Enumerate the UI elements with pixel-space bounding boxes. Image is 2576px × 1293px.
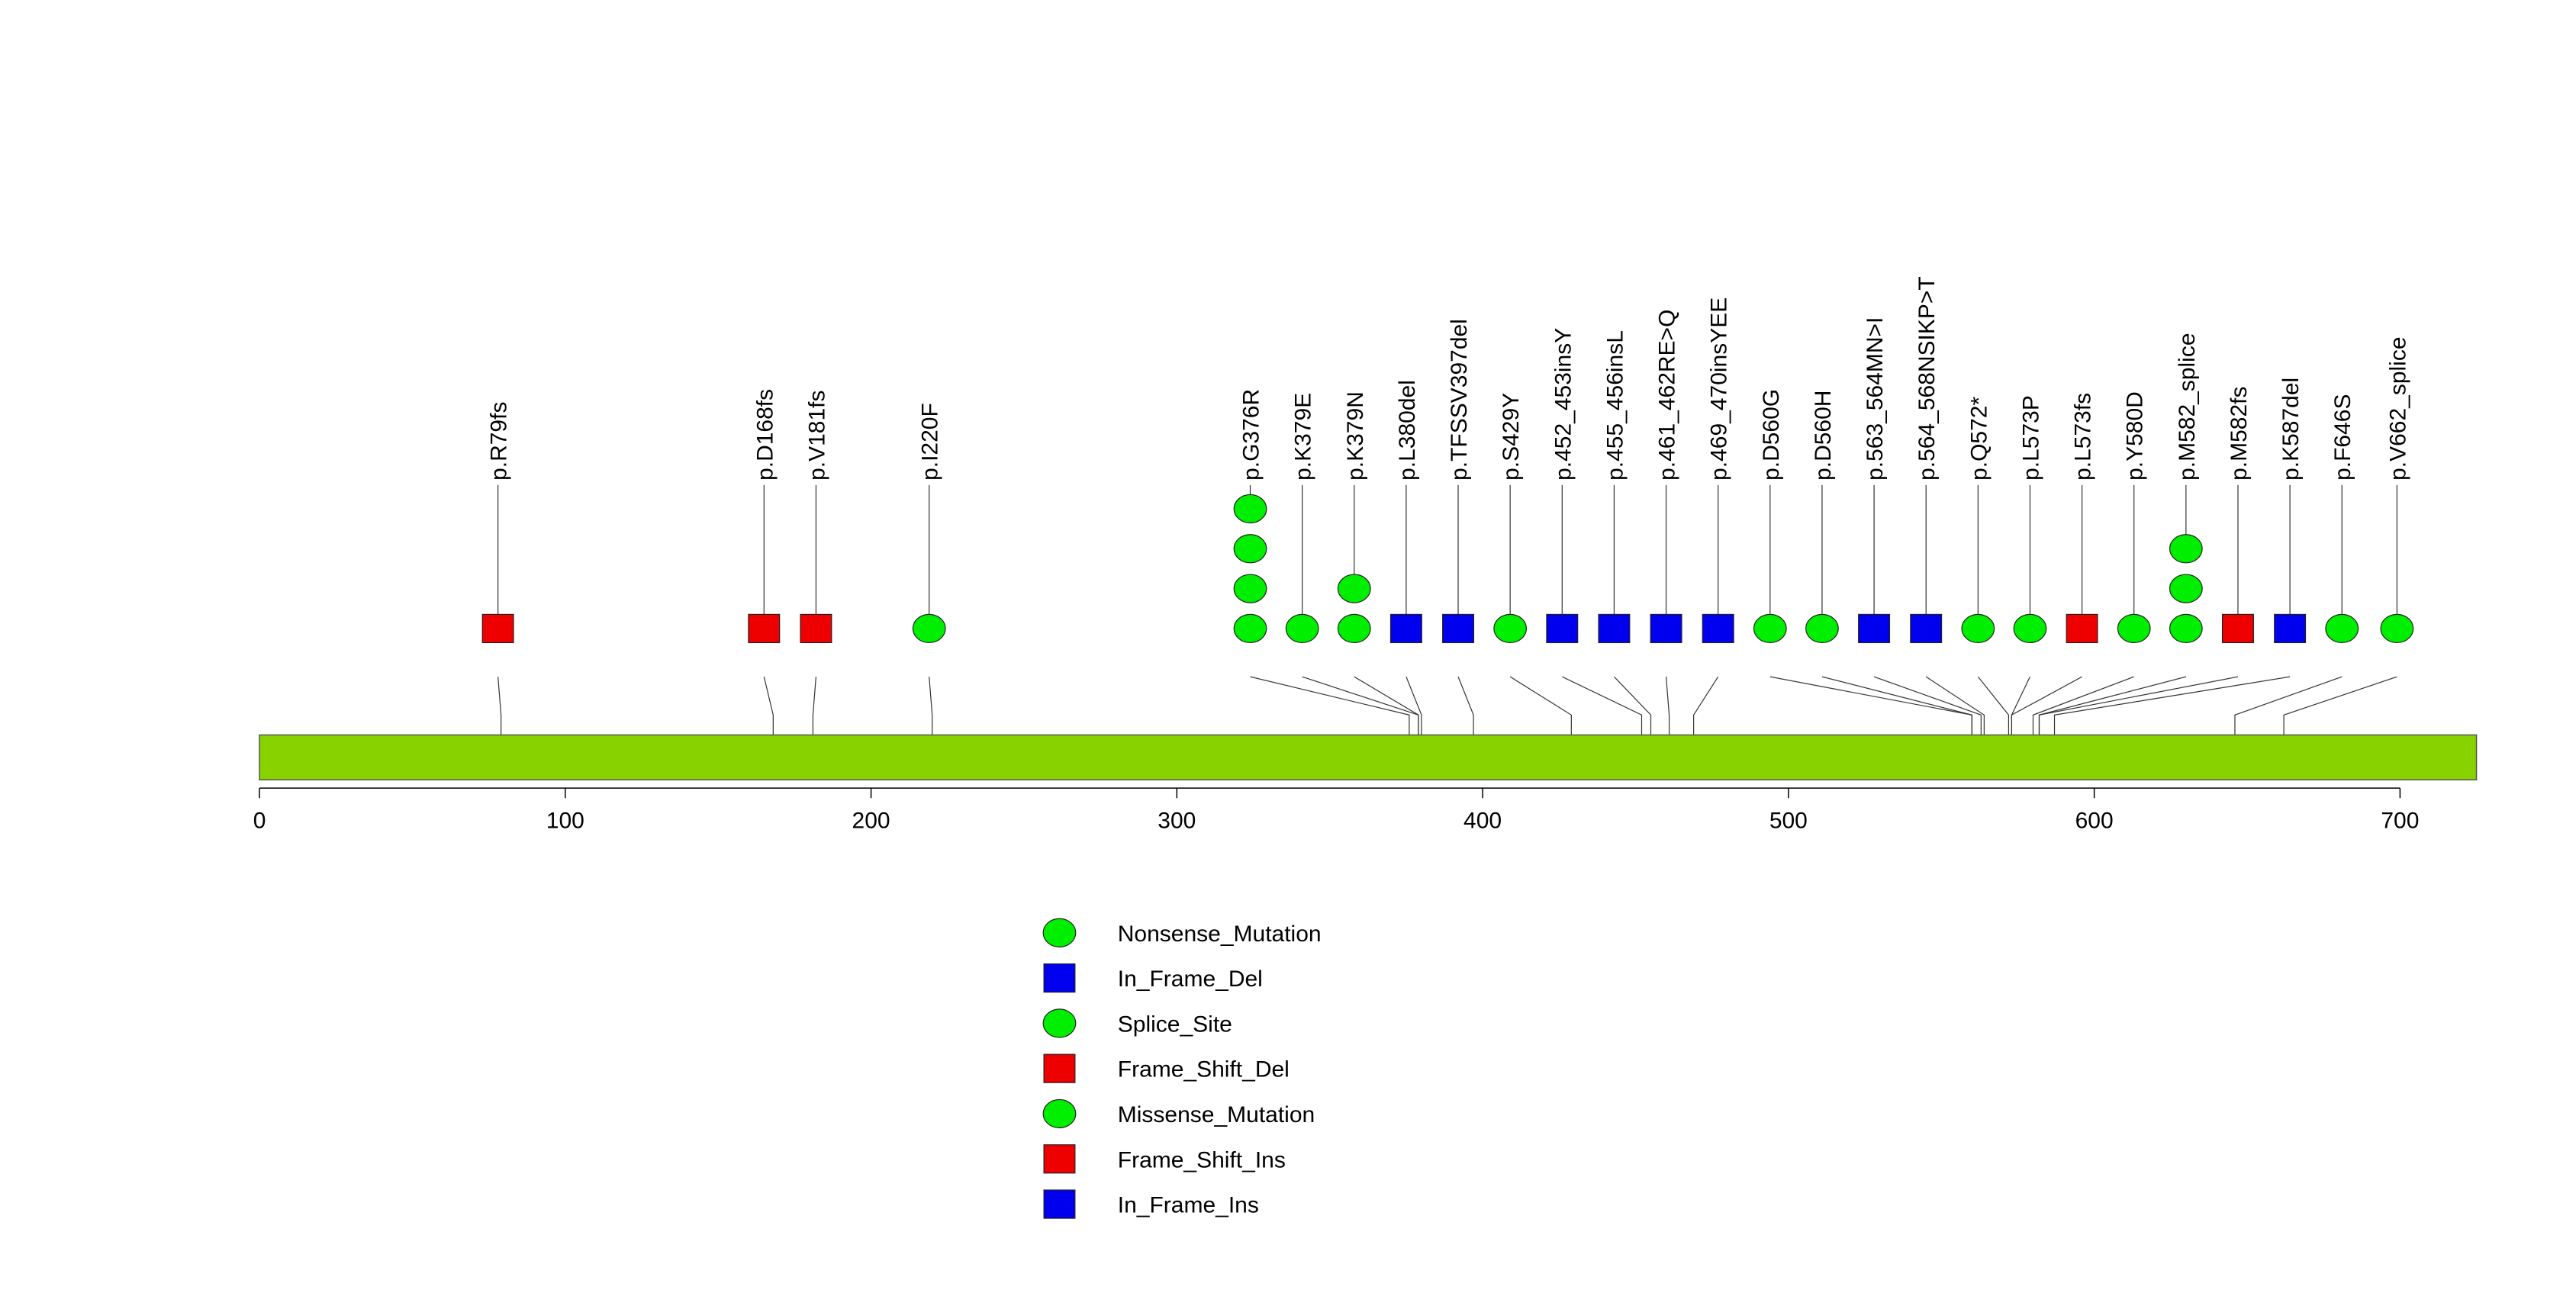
legend-symbol [1043, 1189, 1076, 1219]
axis-tick-label: 200 [852, 808, 890, 833]
axis-tick-label: 600 [2075, 808, 2114, 833]
legend-label: Frame_Shift_Del [1118, 1057, 1290, 1082]
legend-symbol [1043, 963, 1076, 993]
mutation-marker [2066, 613, 2098, 644]
legend: Nonsense_Mutation In_Frame_Del Splice_Site… [1042, 918, 1322, 1219]
mutation-marker [2169, 574, 2203, 603]
mutation-marker [1961, 613, 1995, 644]
mutation-label: p.461_462RE>Q [1655, 310, 1680, 481]
mutation-label: p.K587del [2278, 378, 2304, 481]
mutation-label: p.Y580D [2123, 391, 2148, 481]
mutation-marker [1702, 613, 1734, 644]
mutation-marker [2380, 613, 2414, 644]
mutation-marker [1858, 613, 1891, 644]
mutation-marker [2325, 613, 2359, 644]
mutation-marker [481, 613, 514, 644]
legend-label: Missense_Mutation [1118, 1102, 1315, 1127]
mutation-marker [1337, 574, 1371, 603]
mutation-label: p.TFSSV397del [1447, 319, 1472, 481]
legend-label: Splice_Site [1118, 1012, 1232, 1037]
mutation-marker [2117, 613, 2151, 644]
legend-symbol [1042, 1098, 1077, 1129]
x-axis: 0 100 200 300 400 500 600 700 [253, 787, 2419, 833]
mutation-label: p.D560H [1811, 391, 1836, 481]
mutation-label: p.L573fs [2071, 393, 2096, 481]
mutation-marker [2013, 613, 2047, 644]
mutation-marker [1805, 613, 1839, 644]
protein-track [259, 734, 2478, 781]
legend-label: Frame_Shift_Ins [1118, 1147, 1286, 1172]
mutation-label: p.D168fs [752, 389, 778, 481]
axis-tick-label: 300 [1158, 808, 1196, 833]
legend-symbol [1042, 918, 1077, 947]
mutation-marker [1233, 534, 1267, 564]
mutation-marker [1442, 613, 1475, 644]
mutation-marker [1910, 613, 1943, 644]
mutation-marker [1233, 613, 1267, 644]
axis-tick-label: 100 [546, 808, 584, 833]
mutation-label: p.G376R [1239, 389, 1264, 481]
mutation-marker [1233, 574, 1267, 603]
mutation-label: p.I220F [918, 403, 943, 481]
legend-label: Nonsense_Mutation [1118, 922, 1322, 947]
legend-symbol [1043, 1053, 1076, 1083]
mutation-marker [1493, 613, 1528, 644]
mutation-label: p.F646S [2330, 394, 2355, 481]
mutation-label: p.S429Y [1499, 393, 1524, 481]
mutation-label: p.M582_splice [2175, 333, 2200, 480]
mutation-label: p.452_453insY [1550, 328, 1576, 481]
mutation-marker [1337, 613, 1371, 644]
protein-bar [259, 734, 2478, 781]
mutation-marker [1285, 613, 1319, 644]
mutation-marker [2221, 613, 2254, 644]
mutation-marker [1598, 613, 1631, 644]
mutation-label: p.V181fs [804, 391, 829, 481]
mutation-marker [1546, 613, 1579, 644]
mutation-marker [1233, 494, 1267, 524]
mutation-labels: p.R79fs p.D168fs p.V181fs p.I220F p.G376R p.K… [487, 276, 2411, 481]
mutation-label: p.D560G [1759, 389, 1784, 481]
mutation-marker [800, 613, 832, 644]
axis-tick-label: 500 [1769, 808, 1808, 833]
mutation-marker [1753, 613, 1787, 644]
mutation-marker [912, 613, 946, 644]
mutation-label: p.L573P [2018, 395, 2043, 481]
mutation-marker [2274, 613, 2307, 644]
axis-tick-label: 0 [253, 808, 266, 833]
legend-symbol [1043, 1144, 1076, 1174]
mutation-label: p.L380del [1395, 380, 1420, 481]
mutation-label: p.Q572* [1966, 397, 1992, 481]
mutation-marker [748, 613, 781, 644]
mutation-label: p.K379E [1291, 393, 1316, 481]
axis-tick-label: 400 [1463, 808, 1502, 833]
mutation-label: p.563_564MN>I [1863, 317, 1888, 481]
mutation-label: p.564_568NSIKP>T [1914, 276, 1940, 481]
mutation-markers [481, 494, 2414, 644]
mutation-label: p.455_456insL [1602, 330, 1628, 481]
mutation-label: p.469_470insYEE [1707, 298, 1732, 481]
mutation-label: p.K379N [1343, 391, 1368, 481]
mutation-marker [2169, 534, 2203, 564]
mutation-marker [1389, 613, 1422, 644]
mutation-label: p.V662_splice [2385, 336, 2410, 480]
mutation-marker [2169, 613, 2203, 644]
mutation-label: p.R79fs [487, 402, 512, 481]
mutation-marker [1650, 613, 1682, 644]
legend-label: In_Frame_Del [1118, 967, 1263, 992]
legend-label: In_Frame_Ins [1118, 1193, 1259, 1218]
legend-symbol [1042, 1008, 1077, 1038]
mutation-label: p.M582fs [2227, 387, 2252, 481]
axis-tick-label: 700 [2381, 808, 2419, 833]
